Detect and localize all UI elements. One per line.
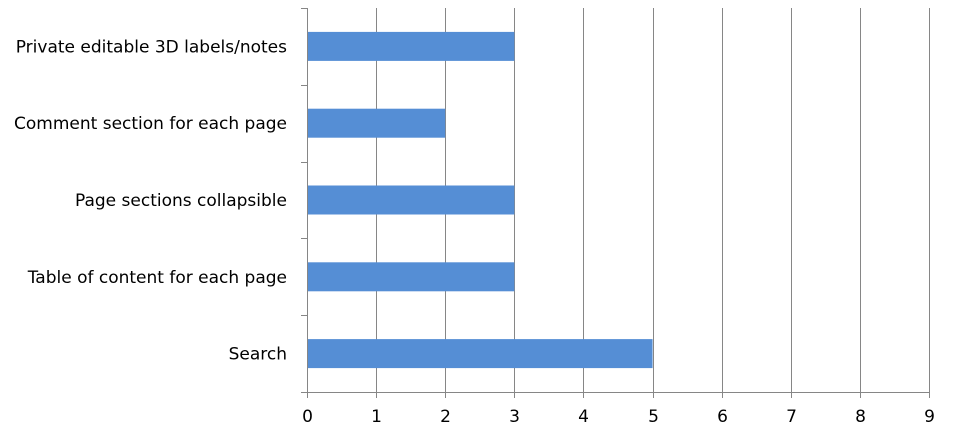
x-tick-label: 8 bbox=[855, 407, 866, 427]
bar bbox=[308, 31, 515, 61]
bars bbox=[308, 31, 653, 369]
bar bbox=[308, 108, 446, 138]
bar bbox=[308, 339, 653, 369]
x-tick-labels: 0 1 2 3 4 5 6 7 8 9 bbox=[302, 407, 935, 427]
category-label: Search bbox=[229, 345, 287, 365]
category-label: Page sections collapsible bbox=[75, 191, 287, 211]
x-tick-label: 1 bbox=[371, 407, 382, 427]
x-tick-label: 9 bbox=[924, 407, 935, 427]
axes bbox=[301, 8, 930, 398]
bar bbox=[308, 185, 515, 215]
bar bbox=[308, 262, 515, 292]
x-tick-label: 6 bbox=[717, 407, 728, 427]
x-tick-label: 5 bbox=[648, 407, 659, 427]
category-label: Comment section for each page bbox=[14, 114, 287, 134]
category-label: Private editable 3D labels/notes bbox=[16, 37, 287, 57]
x-tick-label: 3 bbox=[509, 407, 520, 427]
gridlines bbox=[376, 8, 930, 392]
category-labels: Search Table of content for each page Page… bbox=[14, 37, 287, 364]
x-tick-label: 7 bbox=[786, 407, 797, 427]
category-label: Table of content for each page bbox=[27, 268, 287, 288]
x-tick-label: 0 bbox=[302, 407, 313, 427]
x-tick-label: 2 bbox=[440, 407, 451, 427]
x-tick-label: 4 bbox=[578, 407, 589, 427]
